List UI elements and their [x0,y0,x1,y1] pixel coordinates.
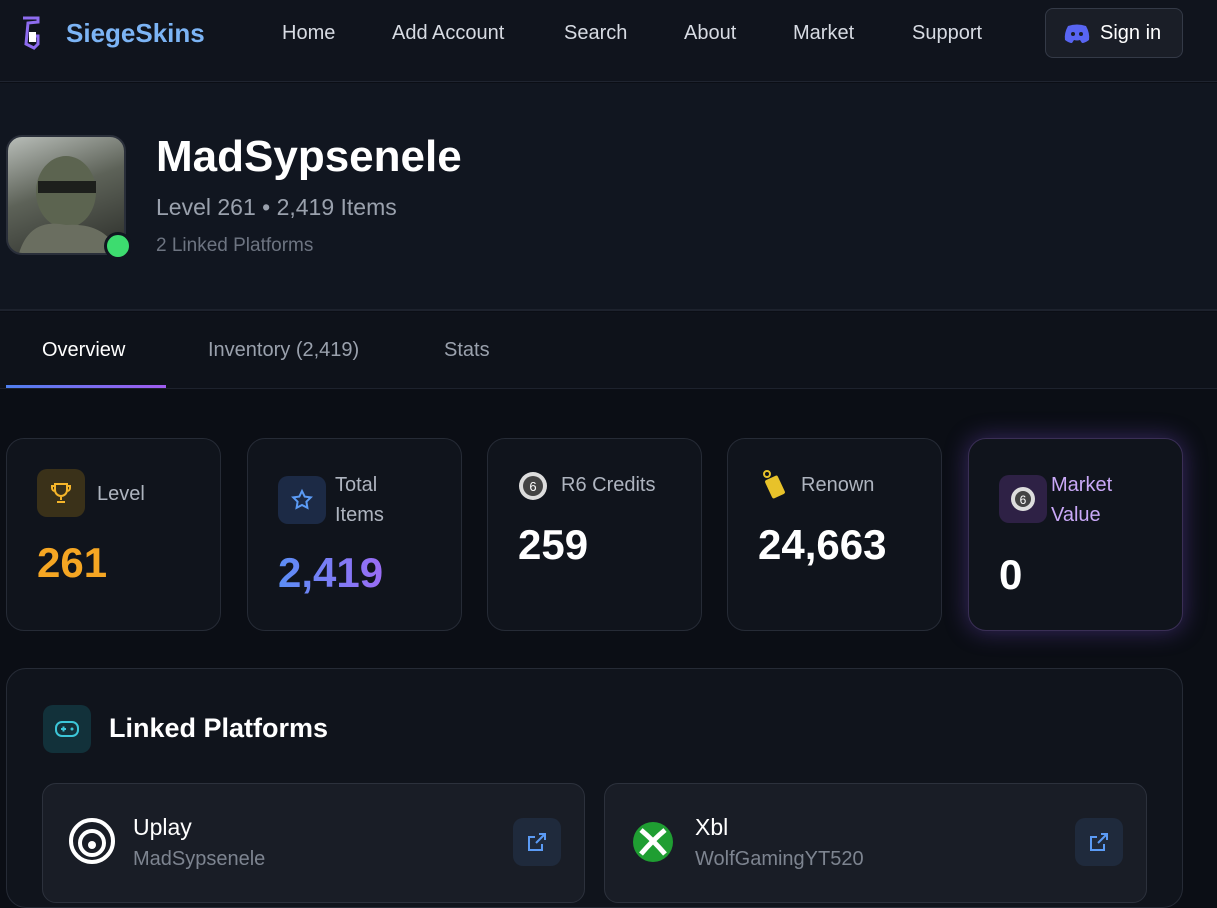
r6-credit-icon: 6 [519,472,547,500]
stat-card: 6 R6 Credits 259 [487,438,702,631]
market-icon: 6 [999,475,1047,523]
section-title: Linked Platforms [109,713,329,743]
stat-value: 261 [37,539,108,586]
avatar-art [19,156,119,253]
platform-user: WolfGamingYT520 [695,848,864,870]
stat-label: Market Value [1051,474,1113,526]
uplay-logo [69,818,115,864]
tab[interactable]: Stats [444,339,490,361]
stat-card: 6 Market Value 0 [968,438,1183,631]
open-link-button[interactable] [513,818,561,866]
sign-in-label: Sign in [1100,21,1162,44]
profile-header [0,83,1217,311]
tab[interactable]: Inventory (2,419) [208,339,360,361]
navbar: SiegeSkins Home Add Account Search About… [0,0,1217,82]
renown-icon [763,470,785,499]
sign-in-button[interactable]: Sign in [1045,8,1183,58]
username: MadSypsenele [156,132,462,181]
svg-text:6: 6 [1020,493,1027,507]
discord-icon [1064,24,1090,43]
stat-card: Renown 24,663 [727,438,942,631]
avatar [6,135,126,255]
nav-link[interactable]: Add Account [392,22,505,44]
brand[interactable]: SiegeSkins [66,18,205,48]
tab-bar [0,312,1217,389]
stat-label: Level [97,483,145,505]
nav-link[interactable]: Support [912,22,983,44]
platform-user: MadSypsenele [133,848,266,870]
stat-label: Total Items [335,474,384,526]
platform-name: Xbl [695,814,729,840]
stat-value: 24,663 [758,521,887,568]
svg-text:6: 6 [529,479,536,494]
tab[interactable]: Overview [42,339,126,361]
star-icon [278,476,326,524]
nav-link[interactable]: Market [793,22,855,44]
trophy-icon [37,469,85,517]
platform-card: Xbl WolfGamingYT520 [604,783,1147,903]
stat-card: Total Items 2,419 [247,438,462,631]
nav-link[interactable]: Search [564,22,628,44]
platform-card: Uplay MadSypsenele [42,783,585,903]
stat-value: 0 [999,551,1023,598]
stat-value: 2,419 [278,549,384,596]
logo [23,16,40,50]
controller-icon [43,705,91,753]
xbox-logo [633,822,673,862]
stat-value: 259 [518,521,589,568]
nav-link[interactable]: Home [282,22,336,44]
stat-label: R6 Credits [561,474,656,496]
stat-card: Level 261 [6,438,221,631]
nav-link[interactable]: About [684,22,737,44]
stat-label: Renown [801,474,875,496]
platform-name: Uplay [133,814,192,840]
profile-summary: Level 261 • 2,419 Items [156,194,397,220]
linked-count: 2 Linked Platforms [156,235,314,256]
open-link-button[interactable] [1075,818,1123,866]
online-indicator [104,232,132,260]
tab-indicator [6,385,166,388]
